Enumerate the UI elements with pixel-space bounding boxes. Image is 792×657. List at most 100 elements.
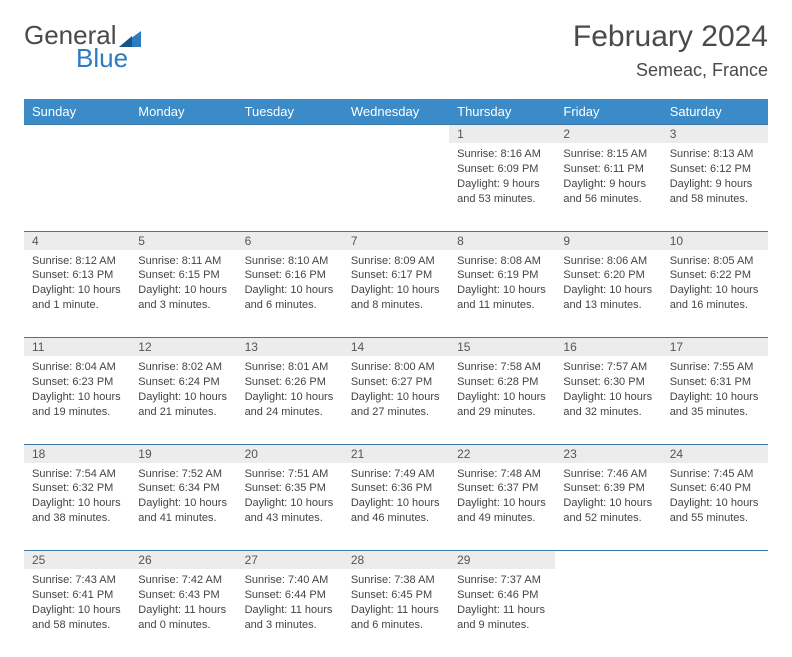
day-content-cell: Sunrise: 8:01 AMSunset: 6:26 PMDaylight:… <box>237 356 343 444</box>
sunset-text: Sunset: 6:20 PM <box>563 268 653 283</box>
day-number-cell: 12 <box>130 338 236 357</box>
day-number-cell: 7 <box>343 231 449 250</box>
sunset-text: Sunset: 6:16 PM <box>245 268 335 283</box>
day-number-cell: 28 <box>343 551 449 570</box>
day-content-cell <box>24 143 130 231</box>
sunrise-text: Sunrise: 8:15 AM <box>563 147 653 162</box>
sunset-text: Sunset: 6:28 PM <box>457 375 547 390</box>
sunrise-text: Sunrise: 7:58 AM <box>457 360 547 375</box>
day-number-cell: 2 <box>555 125 661 144</box>
sunrise-text: Sunrise: 7:57 AM <box>563 360 653 375</box>
day-content-cell: Sunrise: 7:48 AMSunset: 6:37 PMDaylight:… <box>449 463 555 551</box>
content-row: Sunrise: 8:16 AMSunset: 6:09 PMDaylight:… <box>24 143 768 231</box>
daylight-text: Daylight: 9 hours and 53 minutes. <box>457 177 547 207</box>
day-content-cell: Sunrise: 8:00 AMSunset: 6:27 PMDaylight:… <box>343 356 449 444</box>
day-number-cell: 19 <box>130 444 236 463</box>
day-content-cell: Sunrise: 7:54 AMSunset: 6:32 PMDaylight:… <box>24 463 130 551</box>
sunset-text: Sunset: 6:27 PM <box>351 375 441 390</box>
weekday-header: Sunday <box>24 99 130 125</box>
daylight-text: Daylight: 10 hours and 6 minutes. <box>245 283 335 313</box>
day-content-cell: Sunrise: 7:49 AMSunset: 6:36 PMDaylight:… <box>343 463 449 551</box>
day-content-cell: Sunrise: 7:45 AMSunset: 6:40 PMDaylight:… <box>662 463 768 551</box>
day-number-cell: 29 <box>449 551 555 570</box>
daylight-text: Daylight: 10 hours and 27 minutes. <box>351 390 441 420</box>
day-content-cell: Sunrise: 7:40 AMSunset: 6:44 PMDaylight:… <box>237 569 343 657</box>
day-content-cell: Sunrise: 7:51 AMSunset: 6:35 PMDaylight:… <box>237 463 343 551</box>
sunrise-text: Sunrise: 7:45 AM <box>670 467 760 482</box>
sunset-text: Sunset: 6:37 PM <box>457 481 547 496</box>
sunset-text: Sunset: 6:45 PM <box>351 588 441 603</box>
sunset-text: Sunset: 6:34 PM <box>138 481 228 496</box>
day-number-cell: 16 <box>555 338 661 357</box>
day-content-cell: Sunrise: 7:42 AMSunset: 6:43 PMDaylight:… <box>130 569 236 657</box>
sunset-text: Sunset: 6:30 PM <box>563 375 653 390</box>
daynum-row: 2526272829 <box>24 551 768 570</box>
header: GeneralBlue February 2024 Semeac, France <box>24 20 768 81</box>
daynum-row: 11121314151617 <box>24 338 768 357</box>
day-number-cell: 1 <box>449 125 555 144</box>
daylight-text: Daylight: 11 hours and 3 minutes. <box>245 603 335 633</box>
sunset-text: Sunset: 6:12 PM <box>670 162 760 177</box>
sunrise-text: Sunrise: 7:51 AM <box>245 467 335 482</box>
sunrise-text: Sunrise: 8:06 AM <box>563 254 653 269</box>
daylight-text: Daylight: 10 hours and 35 minutes. <box>670 390 760 420</box>
sunset-text: Sunset: 6:23 PM <box>32 375 122 390</box>
daylight-text: Daylight: 10 hours and 24 minutes. <box>245 390 335 420</box>
day-number-cell: 6 <box>237 231 343 250</box>
day-content-cell: Sunrise: 7:37 AMSunset: 6:46 PMDaylight:… <box>449 569 555 657</box>
day-number-cell: 5 <box>130 231 236 250</box>
day-content-cell <box>555 569 661 657</box>
sunrise-text: Sunrise: 8:09 AM <box>351 254 441 269</box>
sunset-text: Sunset: 6:31 PM <box>670 375 760 390</box>
daylight-text: Daylight: 10 hours and 52 minutes. <box>563 496 653 526</box>
daylight-text: Daylight: 10 hours and 46 minutes. <box>351 496 441 526</box>
daynum-row: 18192021222324 <box>24 444 768 463</box>
daynum-row: 45678910 <box>24 231 768 250</box>
day-content-cell <box>343 143 449 231</box>
sunrise-text: Sunrise: 8:11 AM <box>138 254 228 269</box>
day-content-cell: Sunrise: 8:06 AMSunset: 6:20 PMDaylight:… <box>555 250 661 338</box>
sunset-text: Sunset: 6:39 PM <box>563 481 653 496</box>
day-content-cell <box>130 143 236 231</box>
sunrise-text: Sunrise: 7:40 AM <box>245 573 335 588</box>
day-number-cell: 27 <box>237 551 343 570</box>
daylight-text: Daylight: 10 hours and 16 minutes. <box>670 283 760 313</box>
daylight-text: Daylight: 10 hours and 29 minutes. <box>457 390 547 420</box>
day-number-cell: 15 <box>449 338 555 357</box>
day-content-cell: Sunrise: 7:57 AMSunset: 6:30 PMDaylight:… <box>555 356 661 444</box>
day-number-cell: 4 <box>24 231 130 250</box>
sunrise-text: Sunrise: 7:38 AM <box>351 573 441 588</box>
weekday-header-row: Sunday Monday Tuesday Wednesday Thursday… <box>24 99 768 125</box>
daylight-text: Daylight: 10 hours and 58 minutes. <box>32 603 122 633</box>
day-content-cell: Sunrise: 7:55 AMSunset: 6:31 PMDaylight:… <box>662 356 768 444</box>
month-title: February 2024 <box>573 20 768 54</box>
day-number-cell: 10 <box>662 231 768 250</box>
sunrise-text: Sunrise: 7:43 AM <box>32 573 122 588</box>
daylight-text: Daylight: 10 hours and 49 minutes. <box>457 496 547 526</box>
sunrise-text: Sunrise: 7:49 AM <box>351 467 441 482</box>
sunset-text: Sunset: 6:09 PM <box>457 162 547 177</box>
sunset-text: Sunset: 6:24 PM <box>138 375 228 390</box>
daylight-text: Daylight: 10 hours and 43 minutes. <box>245 496 335 526</box>
daylight-text: Daylight: 10 hours and 8 minutes. <box>351 283 441 313</box>
day-content-cell: Sunrise: 8:04 AMSunset: 6:23 PMDaylight:… <box>24 356 130 444</box>
sunrise-text: Sunrise: 8:10 AM <box>245 254 335 269</box>
day-content-cell: Sunrise: 8:08 AMSunset: 6:19 PMDaylight:… <box>449 250 555 338</box>
sunrise-text: Sunrise: 8:08 AM <box>457 254 547 269</box>
day-number-cell: 13 <box>237 338 343 357</box>
sunrise-text: Sunrise: 8:01 AM <box>245 360 335 375</box>
sunset-text: Sunset: 6:41 PM <box>32 588 122 603</box>
sunrise-text: Sunrise: 7:37 AM <box>457 573 547 588</box>
daylight-text: Daylight: 10 hours and 32 minutes. <box>563 390 653 420</box>
sunrise-text: Sunrise: 7:54 AM <box>32 467 122 482</box>
day-number-cell: 14 <box>343 338 449 357</box>
daylight-text: Daylight: 9 hours and 58 minutes. <box>670 177 760 207</box>
day-number-cell <box>555 551 661 570</box>
daylight-text: Daylight: 10 hours and 11 minutes. <box>457 283 547 313</box>
sunrise-text: Sunrise: 7:52 AM <box>138 467 228 482</box>
day-number-cell: 3 <box>662 125 768 144</box>
sunrise-text: Sunrise: 8:00 AM <box>351 360 441 375</box>
sunrise-text: Sunrise: 8:02 AM <box>138 360 228 375</box>
daylight-text: Daylight: 10 hours and 19 minutes. <box>32 390 122 420</box>
sunset-text: Sunset: 6:13 PM <box>32 268 122 283</box>
